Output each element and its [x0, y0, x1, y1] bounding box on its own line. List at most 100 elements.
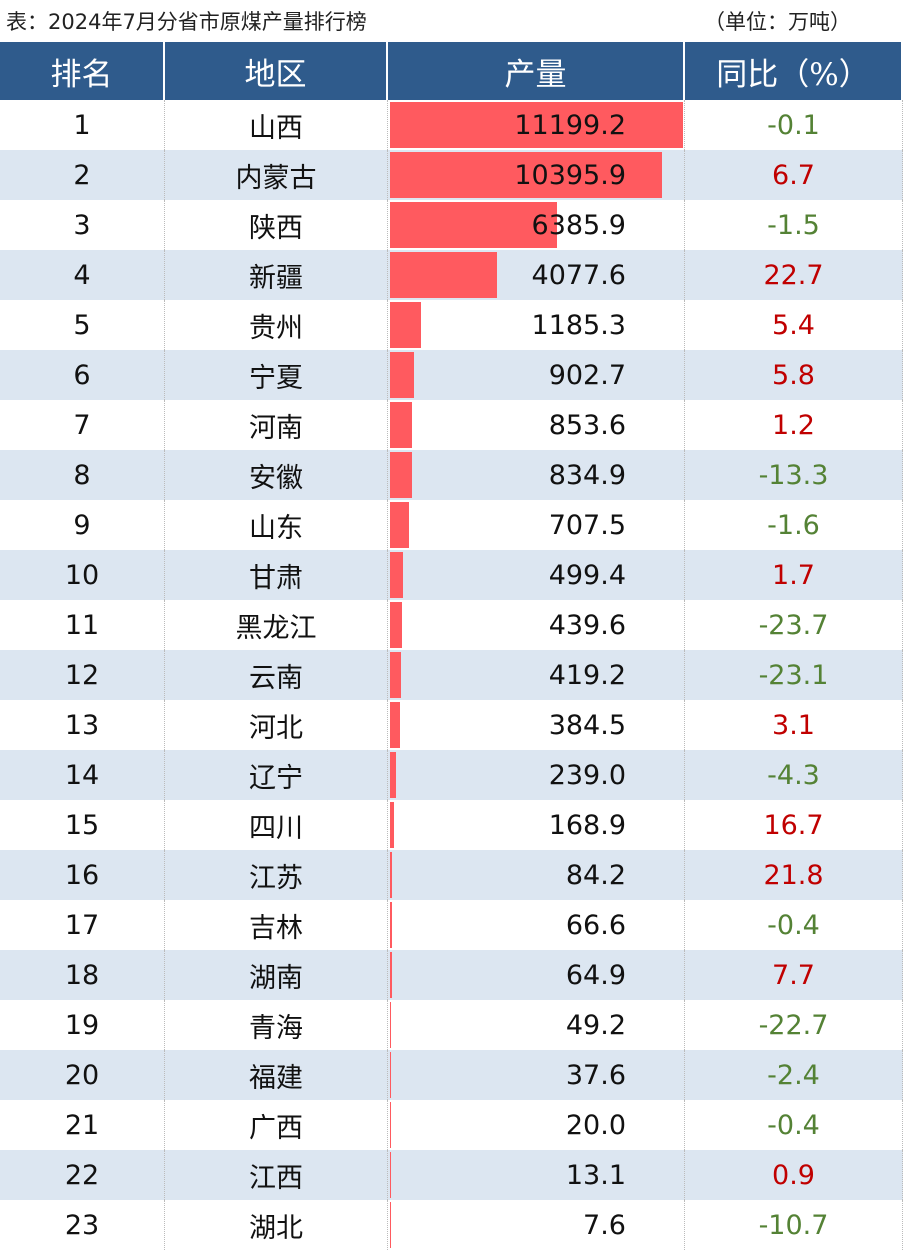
- output-bar: [390, 552, 403, 598]
- rank-cell: 12: [0, 650, 165, 700]
- yoy-cell: 16.7: [685, 800, 903, 850]
- yoy-cell: 21.8: [685, 850, 903, 900]
- region-cell: 山西: [165, 100, 388, 150]
- table-row: 11 黑龙江 439.6 -23.7: [0, 600, 903, 650]
- output-bar: [390, 502, 409, 548]
- output-bar: [390, 1002, 391, 1048]
- output-cell: 37.6: [388, 1050, 685, 1100]
- table-row: 17 吉林 66.6 -0.4: [0, 900, 903, 950]
- region-cell: 黑龙江: [165, 600, 388, 650]
- region-cell: 贵州: [165, 300, 388, 350]
- output-bar: [390, 802, 394, 848]
- rank-cell: 15: [0, 800, 165, 850]
- rank-cell: 9: [0, 500, 165, 550]
- rank-cell: 20: [0, 1050, 165, 1100]
- rank-cell: 6: [0, 350, 165, 400]
- region-cell: 湖北: [165, 1200, 388, 1250]
- table-row: 6 宁夏 902.7 5.8: [0, 350, 903, 400]
- output-value: 239.0: [549, 760, 626, 791]
- output-value: 6385.9: [532, 210, 626, 241]
- output-cell: 707.5: [388, 500, 685, 550]
- output-bar: [390, 952, 392, 998]
- table-row: 18 湖南 64.9 7.7: [0, 950, 903, 1000]
- output-value: 66.6: [566, 910, 626, 941]
- table-row: 20 福建 37.6 -2.4: [0, 1050, 903, 1100]
- region-cell: 甘肃: [165, 550, 388, 600]
- output-cell: 84.2: [388, 850, 685, 900]
- output-value: 439.6: [549, 610, 626, 641]
- yoy-cell: -23.1: [685, 650, 903, 700]
- rank-cell: 10: [0, 550, 165, 600]
- output-cell: 49.2: [388, 1000, 685, 1050]
- yoy-cell: 1.2: [685, 400, 903, 450]
- yoy-cell: 5.4: [685, 300, 903, 350]
- yoy-cell: -10.7: [685, 1200, 903, 1250]
- yoy-cell: -22.7: [685, 1000, 903, 1050]
- yoy-cell: -0.4: [685, 1100, 903, 1150]
- output-cell: 4077.6: [388, 250, 685, 300]
- region-cell: 河北: [165, 700, 388, 750]
- unit-label: （单位：万吨）: [704, 6, 851, 36]
- region-cell: 广西: [165, 1100, 388, 1150]
- table-row: 1 山西 11199.2 -0.1: [0, 100, 903, 150]
- yoy-cell: 6.7: [685, 150, 903, 200]
- region-cell: 安徽: [165, 450, 388, 500]
- table-row: 23 湖北 7.6 -10.7: [0, 1200, 903, 1250]
- output-cell: 11199.2: [388, 100, 685, 150]
- region-cell: 新疆: [165, 250, 388, 300]
- rank-cell: 17: [0, 900, 165, 950]
- yoy-cell: 22.7: [685, 250, 903, 300]
- output-value: 64.9: [566, 960, 626, 991]
- region-cell: 江苏: [165, 850, 388, 900]
- output-value: 84.2: [566, 860, 626, 891]
- table-row: 19 青海 49.2 -22.7: [0, 1000, 903, 1050]
- table-row: 7 河南 853.6 1.2: [0, 400, 903, 450]
- table-title: 表：2024年7月分省市原煤产量排行榜: [6, 6, 367, 36]
- output-cell: 6385.9: [388, 200, 685, 250]
- output-value: 834.9: [549, 460, 626, 491]
- region-cell: 云南: [165, 650, 388, 700]
- table-row: 21 广西 20.0 -0.4: [0, 1100, 903, 1150]
- table-row: 13 河北 384.5 3.1: [0, 700, 903, 750]
- header-rank: 排名: [0, 42, 165, 100]
- output-cell: 853.6: [388, 400, 685, 450]
- output-value: 7.6: [583, 1210, 626, 1241]
- region-cell: 陕西: [165, 200, 388, 250]
- rank-cell: 8: [0, 450, 165, 500]
- output-cell: 66.6: [388, 900, 685, 950]
- rank-cell: 16: [0, 850, 165, 900]
- output-cell: 384.5: [388, 700, 685, 750]
- output-value: 499.4: [549, 560, 626, 591]
- output-cell: 834.9: [388, 450, 685, 500]
- output-cell: 439.6: [388, 600, 685, 650]
- yoy-cell: -0.4: [685, 900, 903, 950]
- table-row: 9 山东 707.5 -1.6: [0, 500, 903, 550]
- output-value: 1185.3: [532, 310, 626, 341]
- rank-cell: 19: [0, 1000, 165, 1050]
- table-row: 5 贵州 1185.3 5.4: [0, 300, 903, 350]
- rank-cell: 13: [0, 700, 165, 750]
- output-value: 902.7: [549, 360, 626, 391]
- output-bar: [390, 602, 402, 648]
- output-bar: [390, 352, 414, 398]
- yoy-cell: -13.3: [685, 450, 903, 500]
- output-value: 168.9: [549, 810, 626, 841]
- table-row: 4 新疆 4077.6 22.7: [0, 250, 903, 300]
- output-cell: 1185.3: [388, 300, 685, 350]
- output-cell: 419.2: [388, 650, 685, 700]
- table-row: 10 甘肃 499.4 1.7: [0, 550, 903, 600]
- region-cell: 福建: [165, 1050, 388, 1100]
- output-bar: [390, 902, 392, 948]
- rank-cell: 3: [0, 200, 165, 250]
- yoy-cell: 1.7: [685, 550, 903, 600]
- rank-cell: 4: [0, 250, 165, 300]
- rank-cell: 11: [0, 600, 165, 650]
- region-cell: 江西: [165, 1150, 388, 1200]
- table-row: 8 安徽 834.9 -13.3: [0, 450, 903, 500]
- header-region: 地区: [165, 42, 388, 100]
- header-row: 排名 地区 产量 同比（%）: [0, 42, 903, 100]
- output-cell: 499.4: [388, 550, 685, 600]
- output-bar: [390, 852, 392, 898]
- rank-cell: 23: [0, 1200, 165, 1250]
